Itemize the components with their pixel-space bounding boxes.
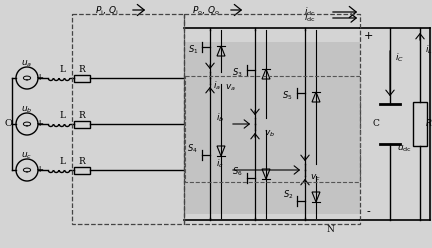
Text: +: + [363,31,373,41]
Text: $i_{\rm dc}$: $i_{\rm dc}$ [304,12,316,24]
Bar [413,102,427,146]
Text: +: + [36,120,44,128]
Text: +: + [36,73,44,83]
Text: R: R [79,157,86,166]
Bar [74,166,90,174]
Text: $S_4$: $S_4$ [187,143,198,155]
Text: $i_a$: $i_a$ [213,80,221,92]
Text: $S_6$: $S_6$ [232,166,243,178]
Text: $i_C$: $i_C$ [394,52,403,64]
Text: $i_{\rm dc}$: $i_{\rm dc}$ [304,6,316,18]
Text: O: O [4,120,12,128]
Text: L: L [59,65,65,74]
Bar [185,76,360,182]
Text: $u_b$: $u_b$ [21,105,33,115]
Text: $i_b$: $i_b$ [216,112,224,124]
Text: L: L [59,112,65,121]
Text: $S_3$: $S_3$ [232,67,243,79]
Bar [72,14,184,224]
Text: $S_2$: $S_2$ [283,189,293,201]
Text: N: N [326,225,334,235]
Text: $u_{\rm dc}$: $u_{\rm dc}$ [397,144,411,154]
Bar [74,121,90,127]
Text: $v_c$: $v_c$ [310,173,321,183]
Text: R: R [79,65,86,74]
Text: $P_{\rm o}$, $Q_{\rm o}$: $P_{\rm o}$, $Q_{\rm o}$ [192,4,220,16]
Text: $P_{\rm i}$, $Q_{\rm i}$: $P_{\rm i}$, $Q_{\rm i}$ [95,4,118,16]
Text: L: L [59,157,65,166]
Text: C: C [372,120,379,128]
Text: $R_L$: $R_L$ [425,118,432,130]
Text: -: - [366,207,370,217]
Bar [74,74,90,82]
Text: $v_a$: $v_a$ [225,83,235,93]
Text: $i_c$: $i_c$ [216,158,224,170]
Text: $u_c$: $u_c$ [22,151,32,161]
Bar [184,14,360,224]
Text: $i_L$: $i_L$ [425,44,432,56]
Text: $u_a$: $u_a$ [22,59,32,69]
Text: $v_b$: $v_b$ [264,129,276,139]
Bar [185,42,360,214]
Text: +: + [36,165,44,175]
Text: $S_5$: $S_5$ [283,90,293,102]
Text: R: R [79,112,86,121]
Text: $S_1$: $S_1$ [187,44,198,56]
